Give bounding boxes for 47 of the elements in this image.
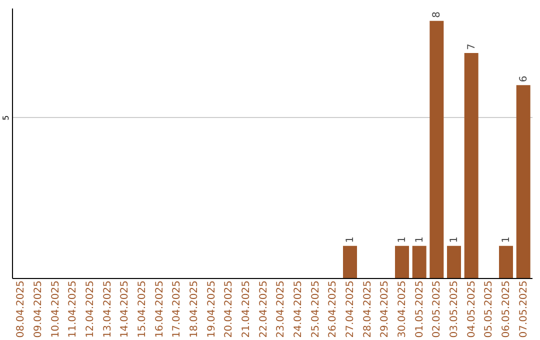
- x-tick-label: 22.04.2025: [258, 280, 270, 338]
- x-tick-label: 27.04.2025: [345, 280, 356, 338]
- data-label: 8: [432, 11, 443, 18]
- x-tick-label: 02.05.2025: [432, 280, 443, 338]
- x-tick-label: 21.04.2025: [241, 280, 252, 338]
- x-tick-label: 18.04.2025: [189, 280, 200, 338]
- data-label: 1: [501, 236, 512, 243]
- x-tick-label: 29.04.2025: [380, 280, 391, 338]
- x-tick-label: 23.04.2025: [276, 280, 287, 338]
- x-tick-label: 10.04.2025: [50, 280, 62, 338]
- bar: [430, 20, 444, 278]
- y-tick-label: 5: [2, 115, 10, 120]
- x-tick-label: 01.05.2025: [414, 280, 426, 338]
- data-label: 6: [518, 76, 530, 82]
- data-label: 7: [466, 44, 478, 50]
- bar: [395, 246, 409, 278]
- data-label: 1: [397, 236, 408, 243]
- x-tick-label: 30.04.2025: [397, 280, 408, 338]
- data-label: 1: [414, 236, 426, 243]
- x-tick-label: 06.05.2025: [501, 280, 512, 338]
- x-tick-label: 08.04.2025: [16, 280, 27, 338]
- x-tick-label: 11.04.2025: [68, 280, 79, 338]
- x-tick-label: 28.04.2025: [362, 280, 374, 338]
- x-tick-label: 04.05.2025: [466, 280, 478, 338]
- bar: [464, 53, 478, 278]
- x-tick-label: 12.04.2025: [85, 280, 96, 338]
- x-tick-label: 14.04.2025: [120, 280, 131, 338]
- data-label: 1: [345, 236, 356, 243]
- x-tick-label: 03.05.2025: [449, 280, 460, 338]
- x-tick-label: 24.04.2025: [293, 280, 304, 338]
- x-tick-label: 15.04.2025: [137, 280, 148, 338]
- x-tick-label: 19.04.2025: [206, 280, 218, 338]
- x-tick-label: 20.04.2025: [224, 280, 235, 338]
- x-tick-label: 16.04.2025: [154, 280, 166, 338]
- x-tick-label: 05.05.2025: [484, 280, 495, 338]
- x-tick-label: 17.04.2025: [172, 280, 183, 338]
- x-tick-label: 26.04.2025: [328, 280, 339, 338]
- bar: [343, 246, 357, 278]
- data-label: 1: [449, 236, 460, 243]
- x-tick-label: 25.04.2025: [310, 280, 322, 338]
- bar: [516, 85, 530, 278]
- bar: [447, 246, 461, 278]
- x-tick-label: 07.05.2025: [518, 280, 530, 338]
- bar: [499, 246, 513, 278]
- x-tick-label: 13.04.2025: [102, 280, 114, 338]
- x-tick-label: 09.04.2025: [33, 280, 44, 338]
- bar: [412, 246, 426, 278]
